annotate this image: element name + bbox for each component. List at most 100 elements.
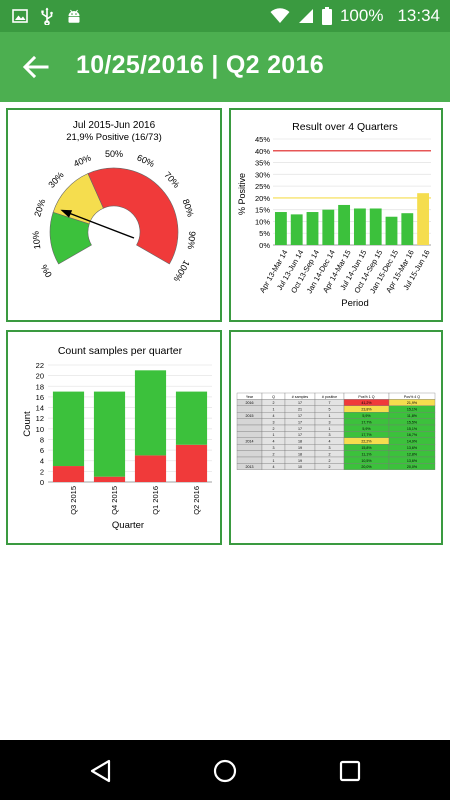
table-cell-text: 3 — [329, 420, 331, 424]
table-cell-text: 3 — [273, 420, 275, 424]
table-cell-text: 2 — [273, 401, 275, 405]
table-cell-text: 2014 — [246, 440, 254, 444]
summary-table: Year Q # samples # positive Pos% 1 Q Pos% 4 Q… — [236, 392, 436, 470]
android-icon — [68, 9, 80, 23]
table-cell-text: 3 — [329, 446, 331, 450]
table-cell — [236, 444, 263, 451]
bar-mark — [290, 214, 303, 245]
table-cell-text: 21,9% — [407, 401, 418, 405]
table-cell-text: 20,0% — [361, 465, 372, 469]
recents-square-icon[interactable] — [337, 758, 363, 784]
count-samples-chart-card[interactable]: Count samples per quarter 0 2 4 6 8 10 12 14 16 18… — [6, 330, 222, 545]
table-cell-text: 15,1% — [407, 427, 418, 431]
table-cell-text: 2015 — [246, 414, 254, 418]
table-cell-text: 4 — [273, 414, 275, 418]
gauge-tick-label: 20% — [32, 198, 47, 218]
table-cell-text: 5 — [329, 408, 331, 412]
table-cell-text: 5,9% — [362, 414, 371, 418]
stack-y-tick-label: 2 — [40, 467, 44, 476]
stack-y-tick-label: 20 — [36, 372, 44, 381]
table-cell — [236, 450, 263, 458]
stack-y-tick-label: 8 — [40, 435, 44, 444]
gauge-tick-label: 90% — [186, 231, 198, 250]
bar-y-tick-label: 10% — [255, 217, 270, 226]
notification-icons — [12, 7, 82, 25]
stack-y-tick-label: 12 — [36, 414, 44, 423]
table-cell-text: 21 — [298, 408, 302, 412]
gauge-chart-card[interactable]: Jul 2015-Jun 2016 21,9% Positive (16/73) 0… — [6, 108, 222, 322]
table-cell-text: 2 — [273, 452, 275, 456]
table-cell-text: 14,9% — [407, 440, 418, 444]
gauge-tick-label: 80% — [181, 198, 196, 218]
table-cell-text: 18 — [298, 452, 302, 456]
bar-mark — [306, 212, 319, 245]
table-cell-text: 17 — [298, 427, 302, 431]
stack-bar-segment — [134, 370, 167, 456]
bar-y-tick-label: 45% — [255, 135, 270, 144]
table-cell — [236, 405, 263, 413]
stack-x-tick-label: Q3 2015 — [69, 486, 78, 515]
table-cell-text: 22,2% — [361, 440, 372, 444]
table-cell-text: 2 — [273, 427, 275, 431]
stack-bar-segment — [93, 391, 126, 477]
table-cell-text: 15,8% — [361, 446, 372, 450]
bar-mark — [338, 204, 351, 245]
table-cell-text: 4 — [273, 440, 275, 444]
bar-y-axis-label: % Positive — [237, 173, 247, 215]
stack-bar-segment — [175, 391, 208, 445]
table-cell-text: 2 — [329, 452, 331, 456]
gauge-tick-label: 10% — [31, 231, 43, 250]
image-icon — [12, 9, 28, 23]
table-header-text: Q — [272, 395, 275, 399]
navigation-bar — [0, 740, 450, 800]
table-cell-text: 19 — [298, 446, 302, 450]
stack-y-tick-label: 10 — [36, 425, 44, 434]
home-circle-icon[interactable] — [212, 758, 238, 784]
stack-y-tick-label: 4 — [40, 457, 44, 466]
stack-y-tick-label: 16 — [36, 393, 44, 402]
bar-mark — [417, 193, 430, 245]
table-cell — [236, 424, 263, 432]
stack-y-axis-label: Count — [22, 411, 33, 437]
table-cell-text: 2 — [329, 465, 331, 469]
table-cell-text: 1 — [273, 433, 275, 437]
signal-icon — [298, 9, 313, 23]
back-triangle-icon[interactable] — [88, 758, 114, 784]
gauge-tick-label: 0% — [39, 263, 54, 279]
bar-y-tick-label: 35% — [255, 159, 270, 168]
bar-y-tick-label: 0% — [259, 241, 270, 250]
table-cell-text: 13,6% — [407, 459, 418, 463]
gauge-band-2 — [87, 167, 179, 265]
stack-y-tick-label: 18 — [36, 382, 44, 391]
stack-x-tick-label: Q1 2016 — [151, 486, 160, 515]
table-cell-text: 17,7% — [361, 433, 372, 437]
table-cell-text: 1 — [273, 459, 275, 463]
table-cell-text: 10,5% — [361, 459, 372, 463]
table-header-text: Year — [246, 395, 254, 399]
summary-table-card[interactable]: Year Q # samples # positive Pos% 1 Q Pos% 4 Q… — [229, 330, 443, 545]
arrow-back-icon[interactable] — [20, 52, 50, 82]
gauge-needle-head — [60, 209, 73, 218]
table-header-text: Pos% 1 Q — [358, 395, 374, 399]
bar-mark — [322, 209, 335, 245]
table-cell-text: 1 — [273, 408, 275, 412]
bar-y-tick-label: 5% — [259, 229, 270, 238]
gauge-tick-label: 50% — [105, 149, 123, 159]
quarters-result-chart-card[interactable]: Result over 4 Quarters 0% 5% 10% 15% 20% 25% 30… — [229, 108, 443, 322]
table-cell-text: 19 — [298, 459, 302, 463]
table-cell-text: 2 — [329, 459, 331, 463]
stack-bar-segment — [93, 476, 126, 482]
bar-y-tick-label: 25% — [255, 182, 270, 191]
table-cell-text: 15,5% — [407, 420, 418, 424]
stack-x-tick-label: Q4 2015 — [110, 486, 119, 515]
bar-mark — [353, 208, 366, 245]
stack-y-tick-label: 22 — [36, 361, 44, 370]
gauge-tick-label: 100% — [171, 259, 191, 284]
table-cell-text: 18 — [298, 440, 302, 444]
gauge-title: Jul 2015-Jun 2016 — [73, 120, 156, 131]
battery-percent: 100% — [339, 6, 384, 25]
stack-x-axis-label: Quarter — [112, 520, 144, 531]
stack-y-tick-label: 0 — [40, 478, 44, 487]
table-cell-text: 17 — [298, 420, 302, 424]
